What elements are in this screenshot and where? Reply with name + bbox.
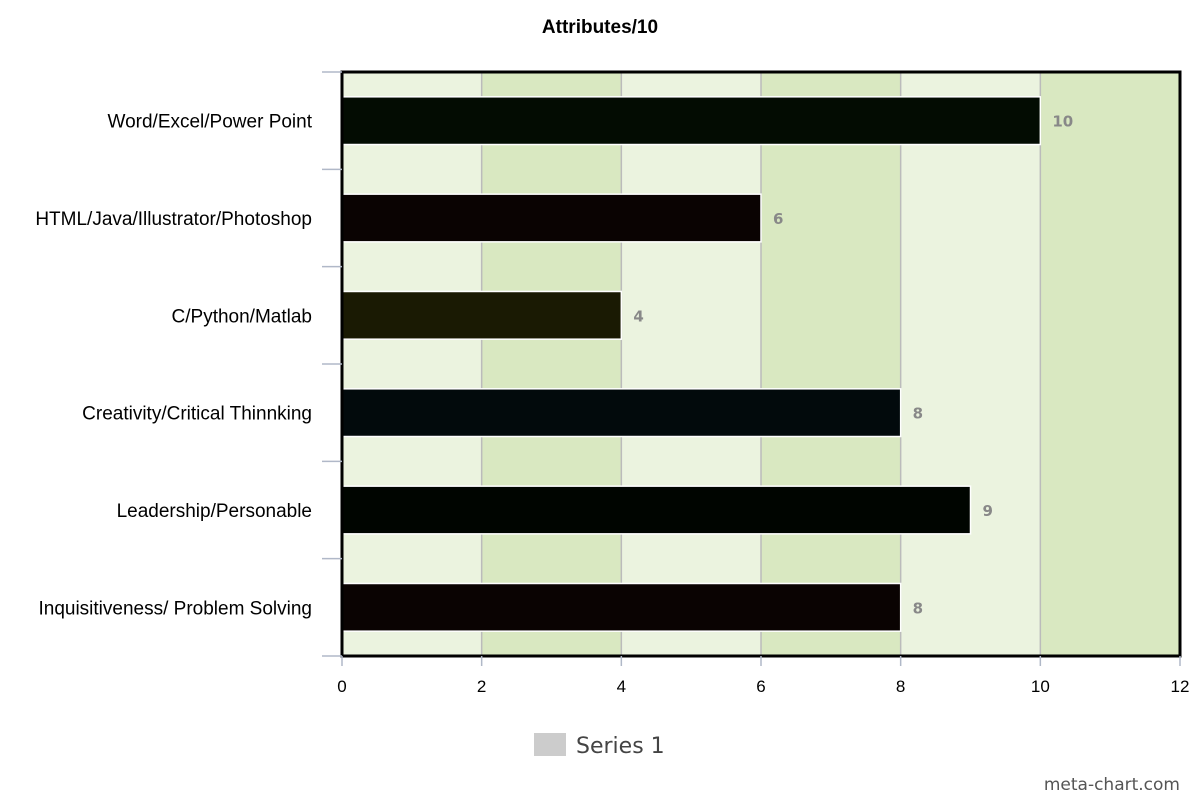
data-label: 6	[773, 210, 783, 228]
plot-band	[900, 72, 1041, 656]
bar[interactable]	[341, 96, 1042, 146]
grid-lines	[480, 72, 1042, 656]
category-label: Leadership/Personable	[117, 501, 312, 522]
x-tick-label: 4	[617, 677, 626, 696]
axis-labels: Word/Excel/Power Point HTML/Java/Illustra…	[35, 112, 1189, 696]
plot-background	[342, 72, 1180, 656]
bar[interactable]	[341, 582, 902, 632]
plot-band	[1040, 72, 1180, 656]
bar[interactable]	[341, 485, 972, 535]
legend-label: Series 1	[576, 734, 665, 759]
category-label: HTML/Java/Illustrator/Photoshop	[35, 209, 312, 230]
chart-title: Attributes/10	[542, 17, 658, 38]
bars: 10 6 4 8 9 8	[341, 96, 1073, 632]
axes	[322, 70, 1182, 666]
data-label: 8	[913, 405, 923, 423]
bar[interactable]	[341, 388, 902, 438]
data-label: 10	[1052, 113, 1073, 131]
category-label: C/Python/Matlab	[172, 306, 312, 327]
legend[interactable]: Series 1	[534, 733, 665, 759]
bar[interactable]	[341, 193, 762, 243]
data-label: 9	[983, 502, 993, 520]
category-label: Creativity/Critical Thinnking	[82, 404, 312, 425]
x-tick-label: 2	[477, 677, 486, 696]
x-tick-label: 0	[337, 677, 346, 696]
data-label: 8	[913, 599, 923, 617]
data-label: 4	[633, 307, 643, 325]
plot-band	[342, 72, 482, 656]
legend-swatch	[534, 733, 566, 756]
x-tick-label: 12	[1171, 677, 1190, 696]
x-tick-label: 8	[896, 677, 905, 696]
plot-band	[621, 72, 761, 656]
credit-text: meta-chart.com	[1044, 775, 1180, 795]
category-label: Word/Excel/Power Point	[107, 112, 312, 133]
plot-band	[481, 72, 622, 656]
plot-band	[761, 72, 901, 656]
x-tick-label: 6	[756, 677, 765, 696]
x-tick-label: 10	[1031, 677, 1050, 696]
bar[interactable]	[341, 290, 623, 340]
category-label: Inquisitiveness/ Problem Solving	[38, 598, 312, 619]
